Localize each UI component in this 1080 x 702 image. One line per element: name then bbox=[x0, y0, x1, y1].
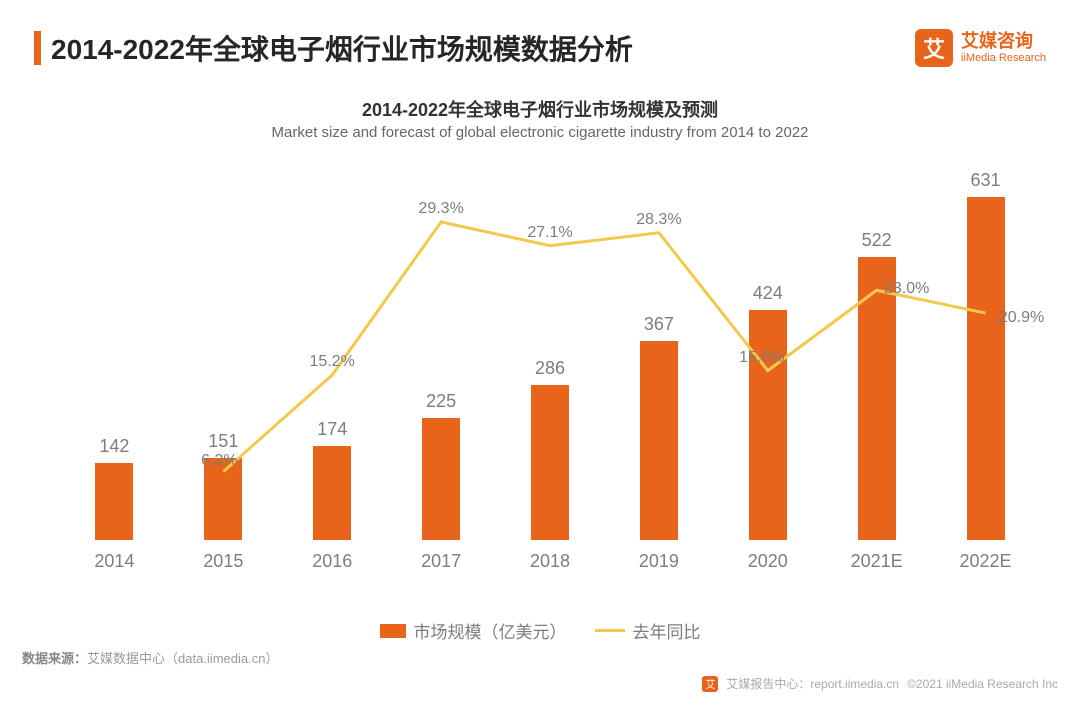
line-value: 23.0% bbox=[884, 280, 929, 298]
x-axis-label: 2020 bbox=[714, 551, 822, 572]
legend-bar-swatch bbox=[380, 624, 406, 638]
line-value: 15.2% bbox=[310, 353, 355, 371]
x-axis-label: 2015 bbox=[169, 551, 277, 572]
line-value: 28.3% bbox=[636, 211, 681, 229]
data-source: 数据来源：艾媒数据中心（data.iimedia.cn） bbox=[22, 648, 278, 667]
line-value: 29.3% bbox=[418, 200, 463, 218]
line-series bbox=[60, 160, 1040, 540]
x-axis-label: 2017 bbox=[387, 551, 495, 572]
subtitle-en: Market size and forecast of global elect… bbox=[0, 124, 1080, 141]
x-axis-label: 2014 bbox=[60, 551, 168, 572]
brand-name-en: iiMedia Research bbox=[961, 52, 1046, 64]
legend-bar: 市场规模（亿美元） bbox=[380, 618, 567, 643]
title-accent-bar bbox=[34, 31, 41, 65]
legend: 市场规模（亿美元） 去年同比 bbox=[0, 618, 1080, 643]
x-axis-label: 2019 bbox=[605, 551, 713, 572]
legend-line: 去年同比 bbox=[595, 618, 701, 643]
header: 2014-2022年全球电子烟行业市场规模数据分析 艾 艾媒咨询 iiMedia… bbox=[34, 28, 1046, 68]
line-value: 27.1% bbox=[527, 224, 572, 242]
brand-icon: 艾 bbox=[915, 29, 953, 67]
title-wrap: 2014-2022年全球电子烟行业市场规模数据分析 bbox=[34, 28, 633, 68]
x-axis-label: 2016 bbox=[278, 551, 386, 572]
brand-name-cn: 艾媒咨询 bbox=[961, 32, 1046, 52]
footer-right: ©2021 iiMedia Research Inc bbox=[907, 677, 1058, 691]
line-value: 15.6% bbox=[739, 349, 784, 367]
footer-brand-icon: 艾 bbox=[702, 676, 718, 692]
x-axis-label: 2018 bbox=[496, 551, 604, 572]
footer: 艾 艾媒报告中心：report.iimedia.cn ©2021 iiMedia… bbox=[702, 675, 1058, 692]
legend-line-swatch bbox=[595, 629, 625, 632]
brand-text: 艾媒咨询 iiMedia Research bbox=[961, 32, 1046, 64]
source-text: 艾媒数据中心（data.iimedia.cn） bbox=[87, 651, 278, 666]
legend-bar-label: 市场规模（亿美元） bbox=[414, 618, 567, 643]
x-axis-label: 2021E bbox=[823, 551, 931, 572]
subtitle-cn: 2014-2022年全球电子烟行业市场规模及预测 bbox=[0, 96, 1080, 122]
line-value: 20.9% bbox=[999, 309, 1044, 327]
legend-line-label: 去年同比 bbox=[633, 618, 701, 643]
source-label: 数据来源： bbox=[22, 651, 87, 666]
combo-chart: 1421511742252863674245226316.3%15.2%29.3… bbox=[60, 160, 1040, 590]
brand-logo: 艾 艾媒咨询 iiMedia Research bbox=[915, 29, 1046, 67]
footer-left: 艾媒报告中心：report.iimedia.cn bbox=[726, 675, 899, 692]
page-title: 2014-2022年全球电子烟行业市场规模数据分析 bbox=[51, 28, 633, 68]
x-axis-label: 2022E bbox=[932, 551, 1040, 572]
plot-area: 1421511742252863674245226316.3%15.2%29.3… bbox=[60, 160, 1040, 540]
line-value: 6.3% bbox=[201, 452, 237, 470]
